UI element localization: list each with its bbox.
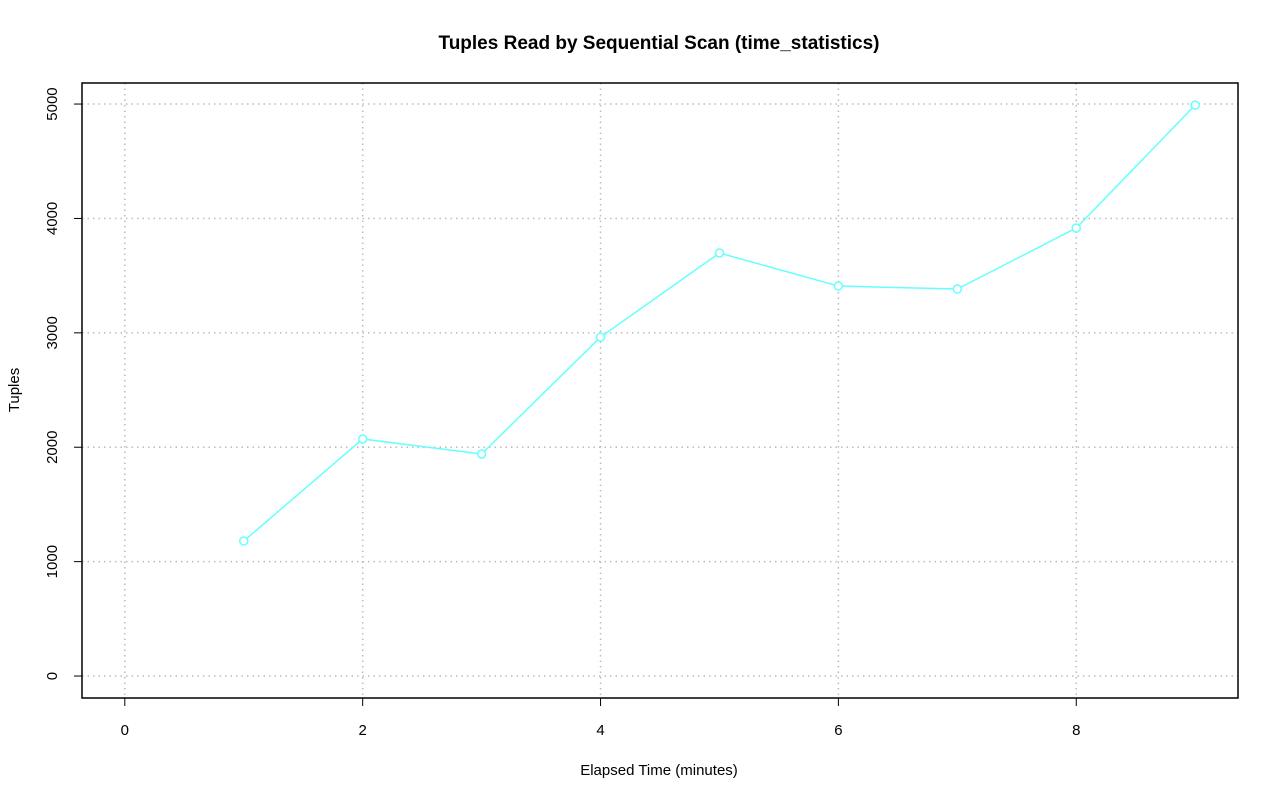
chart-title: Tuples Read by Sequential Scan (time_sta…	[439, 33, 880, 54]
y-tick-label: 1000	[44, 545, 61, 578]
data-point	[1190, 100, 1200, 110]
data-point	[357, 434, 368, 444]
x-axis-label: Elapsed Time (minutes)	[580, 762, 738, 779]
y-tick-label: 5000	[44, 87, 61, 120]
y-tick-label: 0	[44, 672, 61, 680]
data-point	[238, 536, 249, 546]
x-tick-label: 0	[121, 722, 129, 739]
y-axis-label: Tuples	[6, 368, 23, 412]
data-point	[714, 248, 725, 258]
x-tick-label: 2	[359, 722, 367, 739]
y-tick-label: 4000	[44, 202, 61, 235]
x-tick-label: 6	[834, 722, 842, 739]
data-point	[595, 332, 606, 342]
y-tick-label: 2000	[44, 431, 61, 464]
x-tick-label: 4	[596, 722, 604, 739]
data-point	[476, 449, 487, 459]
data-point	[1071, 223, 1082, 233]
data-point	[952, 284, 963, 294]
plot-frame	[81, 82, 1239, 699]
data-line	[243, 104, 1196, 542]
y-tick-label: 3000	[44, 316, 61, 349]
data-point	[833, 281, 844, 291]
x-tick-label: 8	[1072, 722, 1080, 739]
